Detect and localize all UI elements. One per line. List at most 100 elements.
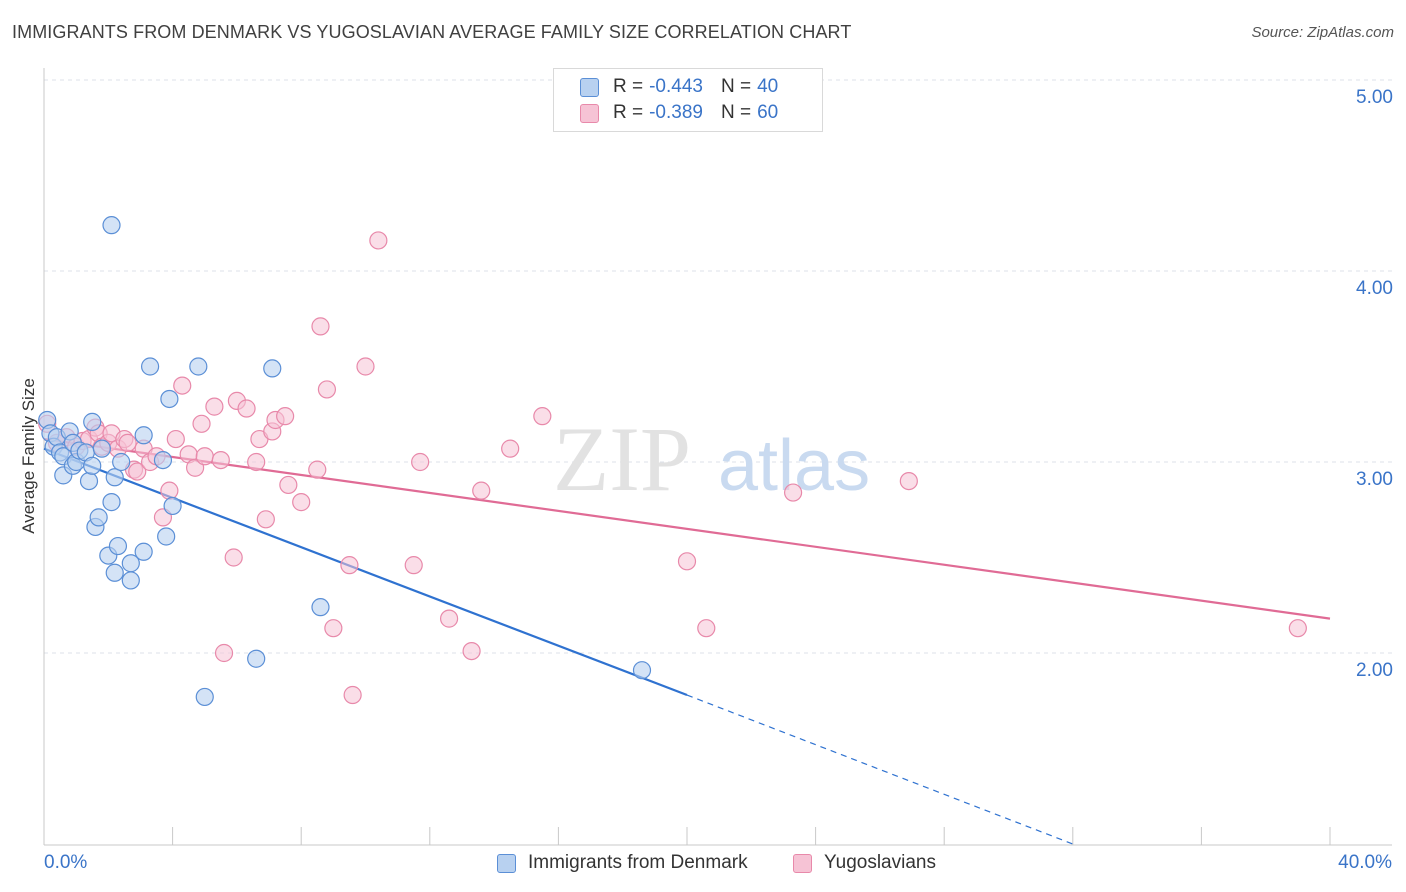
yugoslavians-point: [411, 452, 430, 472]
denmark-point: [157, 527, 176, 546]
legend-swatch-pink: [580, 103, 599, 123]
y-axis-label: Average Family Size: [19, 378, 38, 534]
yugoslavians-point: [237, 399, 256, 418]
yugoslavians-point: [340, 556, 359, 575]
yugoslavians-point: [899, 472, 918, 491]
y-tick-labels: 2.00 3.00 4.00 5.00: [1356, 87, 1393, 681]
grid-lines: [44, 79, 1392, 654]
y-tick-label: 4.00: [1356, 278, 1393, 299]
yugoslavians-point: [343, 685, 362, 705]
yugoslavians-point: [279, 475, 298, 495]
y-tick-label: 3.00: [1356, 469, 1393, 490]
denmark-point: [153, 450, 173, 470]
legend-r-value: -0.443: [649, 76, 703, 97]
yugoslavians-point: [677, 552, 697, 571]
watermark: ZIP atlas: [553, 408, 870, 510]
legend-swatch-blue: [580, 77, 599, 97]
denmark-trend-line: [43, 447, 688, 697]
denmark-point: [102, 216, 121, 235]
series-legend-yugoslavians: Yugoslavians: [793, 852, 936, 874]
denmark-point: [160, 389, 179, 409]
yugoslavians-points: [38, 231, 1307, 705]
denmark-point: [102, 493, 121, 512]
yugoslavians-point: [533, 407, 552, 426]
denmark-point: [83, 456, 102, 475]
denmark-point: [89, 508, 108, 527]
y-tick-label: 5.00: [1356, 87, 1393, 108]
yugoslavians-point: [166, 429, 185, 449]
yugoslavians-point: [324, 619, 343, 638]
denmark-point: [311, 598, 330, 617]
denmark-point: [632, 661, 652, 680]
denmark-point: [105, 563, 124, 582]
denmark-point: [134, 542, 153, 561]
denmark-point: [195, 687, 214, 707]
yugoslavians-point: [276, 407, 295, 426]
yugoslavians-point: [317, 380, 337, 399]
yugoslavians-point: [439, 609, 459, 628]
denmark-points: [38, 216, 652, 707]
axes: [43, 68, 1392, 846]
yugoslavians-point: [501, 439, 520, 458]
yugoslavians-point: [292, 493, 311, 512]
yugoslavians-point: [462, 641, 481, 661]
x-tick-max: 40.0%: [1338, 852, 1392, 873]
yugoslavians-point: [205, 397, 224, 416]
yugoslavians-point: [195, 447, 214, 466]
yugoslavians-point: [224, 548, 243, 567]
yugoslavians-point: [697, 619, 716, 638]
denmark-point: [83, 412, 102, 431]
denmark-trend-extension: [686, 694, 1074, 845]
denmark-point: [189, 357, 208, 376]
legend-n-label: N =: [720, 102, 752, 123]
yugoslavians-point: [214, 643, 234, 663]
series-legend-denmark: Immigrants from Denmark: [497, 852, 748, 874]
yugoslavians-point: [118, 433, 137, 452]
yugoslavians-point: [1288, 619, 1307, 638]
yugoslavians-point: [369, 231, 388, 250]
yugoslavians-point: [247, 452, 266, 472]
yugoslavians-point: [173, 376, 192, 395]
yugoslavians-point: [211, 450, 230, 470]
yugoslavians-point: [404, 556, 423, 575]
denmark-point: [247, 649, 266, 668]
denmark-point: [105, 468, 124, 487]
x-tick-min: 0.0%: [44, 852, 88, 873]
yugoslavians-point: [308, 460, 327, 479]
legend-row-yugoslavians: R = -0.389 N = 60: [580, 100, 778, 126]
watermark-zip: ZIP: [553, 408, 691, 510]
denmark-point: [92, 439, 111, 458]
legend-r-label: R =: [613, 102, 644, 123]
denmark-point: [79, 472, 99, 491]
series-name-yugoslavians: Yugoslavians: [824, 852, 936, 873]
yugoslavians-point: [356, 357, 375, 376]
denmark-point: [108, 536, 128, 556]
yugoslavians-point: [128, 462, 147, 481]
series-swatch-pink: [793, 853, 812, 873]
legend-r-label: R =: [613, 76, 644, 97]
yugoslavians-point: [192, 414, 211, 433]
correlation-legend: R = -0.443 N = 40 R = -0.389 N = 60: [553, 68, 823, 132]
denmark-point: [121, 571, 140, 590]
series-legend: Immigrants from Denmark Yugoslavians: [0, 852, 1406, 878]
denmark-point: [112, 452, 131, 472]
denmark-point: [140, 357, 160, 376]
legend-r-value: -0.389: [649, 102, 703, 123]
y-tick-label: 2.00: [1356, 660, 1393, 681]
legend-n-value: 40: [757, 76, 779, 97]
denmark-point: [263, 359, 282, 378]
legend-row-denmark: R = -0.443 N = 40: [580, 74, 778, 100]
yugoslavians-point: [311, 317, 330, 336]
denmark-point: [134, 426, 153, 445]
series-name-denmark: Immigrants from Denmark: [528, 852, 748, 873]
source-credit: Source: ZipAtlas.com: [1251, 24, 1394, 41]
yugoslavians-point: [783, 483, 803, 502]
legend-n-label: N =: [720, 76, 752, 97]
chart-title: IMMIGRANTS FROM DENMARK VS YUGOSLAVIAN A…: [12, 22, 852, 42]
series-swatch-blue: [497, 853, 516, 873]
denmark-point: [163, 496, 182, 516]
legend-n-value: 60: [757, 102, 779, 123]
yugoslavians-point: [256, 510, 275, 529]
yugoslavians-point: [160, 481, 179, 500]
